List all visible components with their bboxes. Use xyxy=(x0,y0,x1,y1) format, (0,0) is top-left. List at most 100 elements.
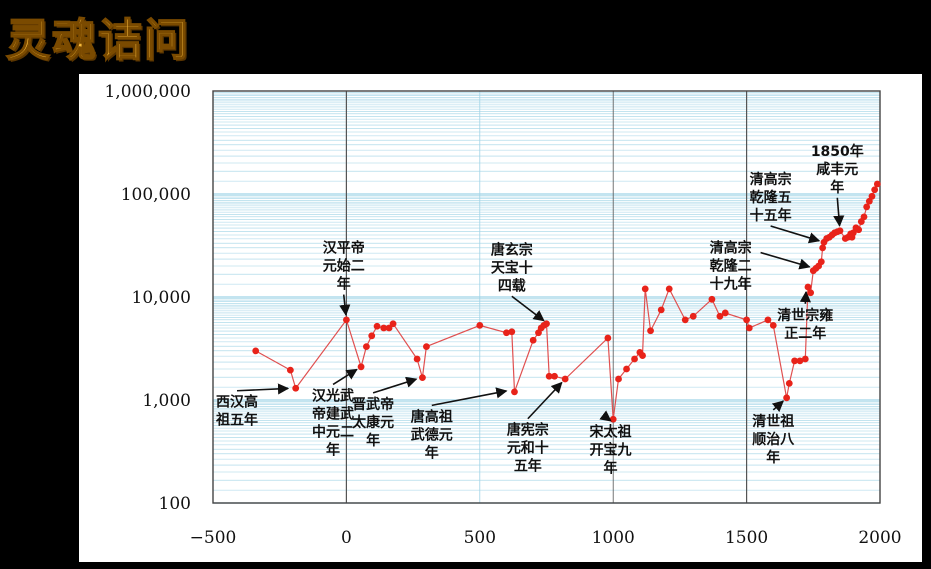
annotation-arrow xyxy=(771,400,784,413)
annotation-label: 元和十 xyxy=(507,440,549,457)
annotation-label: 清高宗 xyxy=(750,171,792,188)
y-tick-label: 1,000,000 xyxy=(104,82,191,102)
data-point xyxy=(343,316,350,324)
data-point xyxy=(796,357,804,365)
x-tick-label: −500 xyxy=(190,528,237,548)
data-point xyxy=(708,295,716,303)
annotation-label: 十五年 xyxy=(750,207,792,224)
data-point xyxy=(836,227,844,235)
x-tick-label: 1500 xyxy=(725,528,768,548)
x-tick-label: 2000 xyxy=(858,528,901,548)
annotation-label: 唐玄宗 xyxy=(491,241,533,258)
data-point xyxy=(855,226,863,234)
data-point xyxy=(721,309,729,317)
data-point xyxy=(419,374,426,381)
annotation-arrow xyxy=(527,381,563,420)
plot-frame xyxy=(212,90,881,504)
annotation-label: 汉平帝 xyxy=(323,240,365,257)
data-point xyxy=(769,321,777,329)
y-tick-label: 1,000 xyxy=(142,391,191,411)
data-point xyxy=(865,197,873,205)
annotation-label: 武德元 xyxy=(411,426,453,443)
data-point xyxy=(413,355,421,363)
data-point xyxy=(385,324,393,332)
data-point xyxy=(743,316,750,324)
x-tick-label: 0 xyxy=(341,528,352,548)
data-point xyxy=(868,192,876,200)
data-point xyxy=(639,352,646,359)
data-point xyxy=(745,324,753,332)
data-point xyxy=(783,394,791,402)
annotation-label: 唐宪宗 xyxy=(507,422,549,439)
data-point xyxy=(689,312,697,320)
data-point xyxy=(764,316,772,324)
data-point xyxy=(863,203,871,211)
data-point xyxy=(380,324,388,332)
data-point xyxy=(368,332,376,340)
annotation-label: 年 xyxy=(425,444,439,461)
annotation-label: 五年 xyxy=(514,458,542,475)
annotation-arrow xyxy=(770,225,821,244)
annotation-label: 1850年 xyxy=(811,143,864,160)
data-point xyxy=(817,258,825,266)
data-point xyxy=(801,355,809,363)
annotation-label: 四载 xyxy=(498,277,526,294)
data-point xyxy=(503,329,510,337)
annotation-arrow xyxy=(339,294,351,316)
data-point xyxy=(545,372,553,380)
annotation-label: 汉光武 xyxy=(312,387,354,404)
annotation-label: 年 xyxy=(366,432,380,449)
data-point xyxy=(615,375,622,383)
data-point xyxy=(860,213,868,221)
annotation-label: 元始二 xyxy=(323,258,365,275)
data-point xyxy=(511,388,518,396)
annotation-arrow xyxy=(431,387,508,407)
data-point xyxy=(389,320,397,328)
y-tick-label: 100,000 xyxy=(121,185,191,205)
x-tick-label: 500 xyxy=(464,528,496,548)
annotation-label: 年 xyxy=(830,179,844,196)
annotation-label: 中元二 xyxy=(312,423,354,440)
annotation-arrow xyxy=(833,197,845,227)
annotation-label: 年 xyxy=(766,449,780,466)
annotation-label: 宋太祖 xyxy=(589,424,632,441)
annotation-label: 唐高祖 xyxy=(411,408,453,425)
data-point xyxy=(286,366,294,374)
data-point xyxy=(871,186,879,194)
annotation-label: 乾隆二 xyxy=(710,258,752,275)
data-point xyxy=(529,336,537,344)
annotation-label: 十九年 xyxy=(710,276,752,293)
population-line-chart: 100 1,000 10,000 100,000 1,000,000 −500 0 500 10… xyxy=(104,82,901,548)
data-point xyxy=(543,320,550,328)
annotation-arrow xyxy=(372,376,418,394)
data-point xyxy=(623,365,630,373)
annotation-label: 乾隆五 xyxy=(750,189,792,206)
annotation-label: 太康元 xyxy=(352,414,394,431)
data-point xyxy=(681,316,689,324)
data-point xyxy=(807,289,815,297)
data-point xyxy=(373,322,381,330)
data-point xyxy=(785,379,793,387)
annotation-label: 清高宗 xyxy=(710,240,752,257)
annotation-label: 年 xyxy=(604,460,618,477)
annotation-label: 帝建武 xyxy=(312,405,354,422)
annotation-label: 开宝九 xyxy=(590,442,632,459)
annotation-arrow xyxy=(332,368,358,386)
data-point xyxy=(476,321,484,329)
annotation-label: 清世宗雍 xyxy=(777,307,833,324)
data-point xyxy=(819,244,827,252)
data-point xyxy=(873,180,881,188)
data-point xyxy=(604,334,612,342)
annotation-label: 年 xyxy=(326,441,340,458)
annotation-arrow xyxy=(799,290,811,304)
annotation-label: 清世祖 xyxy=(752,413,794,430)
annotation-label: 年 xyxy=(337,276,351,293)
